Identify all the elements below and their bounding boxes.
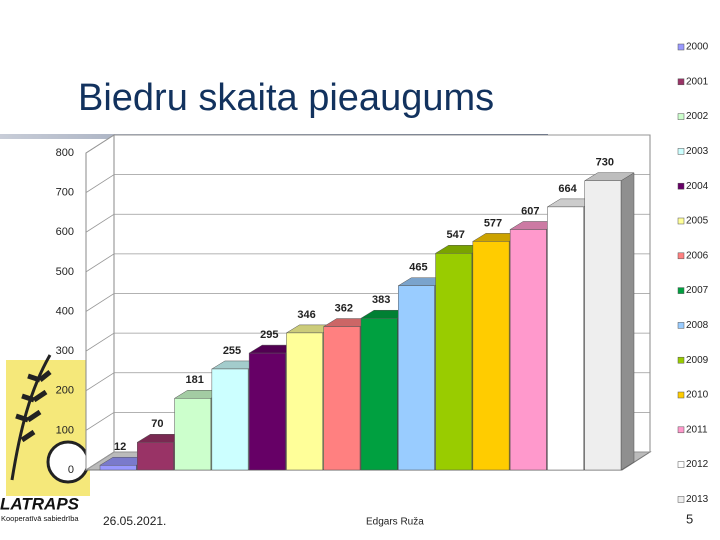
- legend-label: 2000: [686, 42, 709, 53]
- bar: [435, 253, 473, 471]
- bar: [248, 352, 286, 471]
- y-tick-label: 300: [56, 345, 74, 357]
- bar: [472, 241, 510, 471]
- legend-label: 2004: [686, 181, 709, 192]
- legend-swatch: [677, 356, 685, 364]
- value-label: 181: [186, 374, 204, 386]
- legend-swatch: [677, 322, 685, 329]
- flower: [46, 440, 90, 484]
- value-label: 730: [596, 157, 614, 169]
- legend-swatch: [677, 217, 685, 225]
- legend-label: 2001: [686, 76, 709, 87]
- y-tick-label: 600: [56, 226, 74, 238]
- bar: [174, 398, 212, 471]
- legend-swatch: [677, 391, 685, 399]
- bar: [509, 229, 547, 471]
- bar: [584, 180, 622, 471]
- legend-label: 2005: [686, 216, 709, 227]
- legend-swatch: [677, 148, 685, 155]
- legend-label: 2007: [686, 285, 709, 296]
- value-label: 465: [409, 262, 427, 274]
- value-label: 383: [372, 294, 390, 306]
- legend-label: 2009: [686, 355, 709, 366]
- value-label: 295: [260, 329, 278, 341]
- bar: [137, 442, 174, 471]
- legend-swatch: [677, 43, 685, 51]
- legend-label: 2010: [686, 390, 709, 401]
- legend-label: 2012: [686, 459, 709, 470]
- legend-swatch: [677, 461, 685, 468]
- bar-side: [620, 172, 635, 471]
- grid-line: [85, 174, 650, 193]
- logo-subtitle: Kooperatīvā sabiedrība: [1, 514, 79, 523]
- y-tick-label: 700: [56, 187, 74, 199]
- bar: [286, 332, 323, 471]
- value-label: 547: [447, 229, 465, 241]
- wheat-stem: [10, 354, 52, 481]
- legend-swatch: [677, 113, 685, 120]
- y-tick-label: 800: [56, 147, 74, 159]
- bar: [99, 464, 137, 471]
- value-label: 255: [223, 345, 241, 357]
- legend-label: 2003: [686, 146, 709, 157]
- value-label: 607: [521, 205, 539, 217]
- bar: [398, 285, 435, 471]
- bar: [547, 206, 584, 471]
- legend-swatch: [677, 182, 685, 190]
- y-tick-label: 200: [56, 385, 74, 397]
- legend-swatch: [677, 78, 685, 86]
- grid-line: [85, 213, 650, 233]
- grid-line: [85, 134, 650, 154]
- bar: [211, 368, 249, 471]
- y-tick-label: 0: [68, 464, 74, 476]
- legend-label: 2013: [686, 494, 709, 505]
- y-tick-label: 400: [56, 305, 74, 317]
- footer-date: 26.05.2021.: [103, 514, 166, 528]
- footer-author: Edgars Ruža: [366, 517, 424, 528]
- value-label: 70: [151, 418, 163, 430]
- legend-label: 2006: [686, 250, 709, 261]
- wheat-grains: [15, 370, 52, 443]
- bar: [360, 317, 398, 471]
- value-label: 362: [335, 302, 353, 314]
- slide-title: Biedru skaita pieaugums: [78, 77, 494, 119]
- bar: [323, 326, 361, 471]
- legend-swatch: [677, 287, 685, 294]
- legend-swatch: [677, 426, 685, 434]
- y-tick-label: 500: [56, 266, 74, 278]
- logo: LATRAPS Kooperatīvā sabiedrība: [0, 354, 90, 523]
- value-label: 577: [484, 217, 502, 229]
- legend-label: 2011: [686, 424, 708, 435]
- value-label: 346: [297, 309, 315, 321]
- legend-label: 2002: [686, 111, 709, 122]
- legend-swatch: [677, 496, 685, 503]
- value-label: 664: [558, 183, 577, 195]
- legend-label: 2008: [686, 320, 709, 331]
- legend-swatch: [677, 252, 685, 260]
- page-number: 5: [686, 511, 693, 526]
- logo-name: LATRAPS: [0, 494, 80, 513]
- value-label: 12: [114, 441, 126, 453]
- y-tick-label: 100: [56, 424, 74, 436]
